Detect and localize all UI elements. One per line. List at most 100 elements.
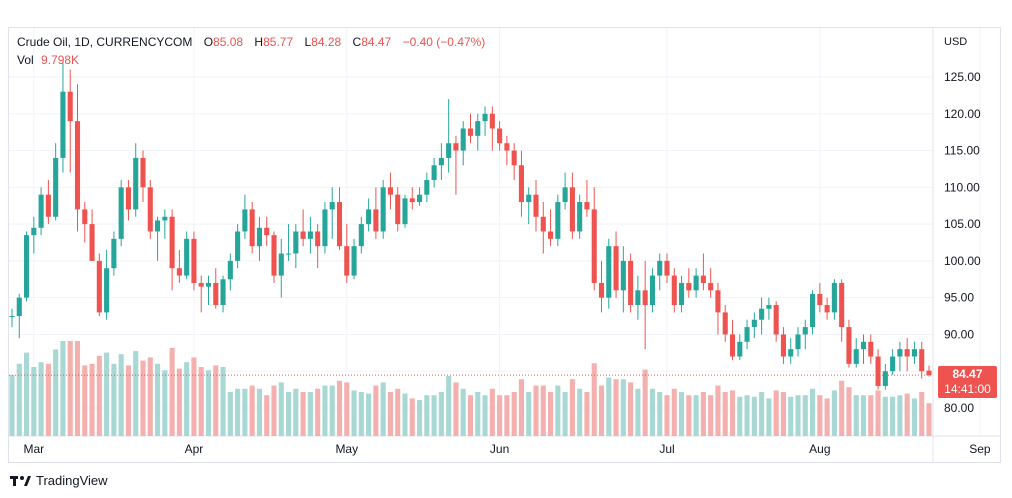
candle-body (53, 157, 59, 217)
volume-bar (526, 392, 532, 436)
x-tick-label: Apr (185, 442, 204, 456)
candle-body (635, 290, 641, 306)
x-tick-label: May (335, 442, 358, 456)
currency-label: USD (944, 36, 967, 48)
volume-bar (227, 392, 233, 436)
symbol-label: Crude Oil, 1D, CURRENCYCOM (17, 35, 193, 49)
tradingview-icon (10, 475, 31, 486)
candle-body (773, 305, 779, 335)
y-tick-label: 125.00 (944, 70, 981, 84)
volume-bar (358, 392, 364, 436)
candle-body (759, 308, 765, 320)
candle-body (722, 312, 728, 335)
volume-bar (329, 385, 335, 436)
candle-body (584, 202, 590, 210)
volume-bar (831, 390, 837, 436)
volume-bar (882, 396, 888, 436)
y-tick-label: 90.00 (944, 327, 974, 341)
volume-bar (548, 392, 554, 436)
candle-body (366, 209, 372, 225)
candle-body (846, 327, 852, 364)
volume-bar (613, 379, 619, 436)
last-price: 84.47 (952, 367, 983, 381)
candle-body (111, 238, 117, 269)
volume-bar (96, 355, 102, 436)
volume-bar (846, 387, 852, 436)
volume-bar (125, 365, 131, 436)
candle-body (16, 297, 22, 317)
volume-bar (555, 385, 561, 436)
volume-bar (446, 376, 452, 436)
volume-bar (387, 392, 393, 436)
candle-body (38, 194, 44, 228)
candle-body (693, 275, 699, 291)
volume-bar (67, 341, 73, 436)
volume-bar (38, 362, 44, 436)
volume-bar (417, 400, 423, 436)
volume-bar (74, 341, 81, 436)
candle-body (911, 349, 917, 357)
candle-body (569, 187, 575, 232)
candle-body (402, 198, 408, 225)
volume-bar (540, 385, 546, 436)
volume-bar (286, 392, 292, 436)
candle-body (176, 268, 182, 276)
volume-bar (431, 395, 437, 436)
candle-body (460, 128, 466, 151)
candle-body (198, 282, 204, 287)
candle-body (409, 198, 415, 203)
candle-body (766, 305, 772, 309)
volume-bar (31, 367, 37, 436)
candle-body (60, 91, 66, 158)
candle-body (810, 293, 816, 328)
volume-bar (140, 360, 146, 436)
volume-bar (336, 380, 343, 436)
candle-body (598, 282, 605, 298)
volume-bar (591, 363, 597, 436)
candle-body (671, 275, 677, 306)
candle-body (220, 279, 226, 306)
volume-bar (111, 363, 117, 436)
volume-bar (773, 390, 779, 436)
candle-body (890, 356, 896, 372)
candle-body (96, 260, 102, 313)
volume-bar (679, 392, 685, 436)
volume-bar (839, 380, 845, 436)
candle-body (242, 209, 248, 232)
candle-body (31, 227, 37, 236)
volume-bar (751, 396, 757, 436)
volume-bar (395, 388, 401, 436)
candle-body (322, 209, 328, 247)
volume-bar (315, 388, 321, 436)
x-tick-label: Aug (809, 442, 830, 456)
volume-bar (904, 393, 910, 436)
volume-bar (351, 390, 357, 436)
volume-bar (344, 382, 350, 436)
volume-bar (642, 369, 648, 436)
volume-bar (708, 395, 714, 436)
volume-bar (518, 379, 524, 436)
volume-bar (788, 396, 794, 436)
volume-bar (686, 395, 692, 436)
candle-body (9, 316, 15, 318)
tradingview-logo[interactable]: TradingView (10, 473, 108, 488)
candle-body (329, 202, 335, 210)
volume-bar (868, 395, 874, 436)
volume-bar (926, 403, 932, 436)
volume-bar (205, 370, 212, 436)
candle-body (591, 209, 597, 283)
volume-bar (256, 388, 262, 436)
volume-bar (919, 392, 925, 436)
volume-bar (380, 382, 386, 436)
volume-bar (453, 382, 459, 436)
volume-bar (489, 388, 495, 436)
candle-body (657, 260, 663, 276)
candle-body (104, 268, 110, 313)
high-value: 85.77 (263, 35, 294, 49)
candle-body (293, 231, 299, 254)
volume-bar (45, 363, 51, 436)
y-tick-label: 115.00 (944, 144, 980, 158)
candle-body (868, 341, 874, 357)
candle-body (380, 187, 386, 232)
